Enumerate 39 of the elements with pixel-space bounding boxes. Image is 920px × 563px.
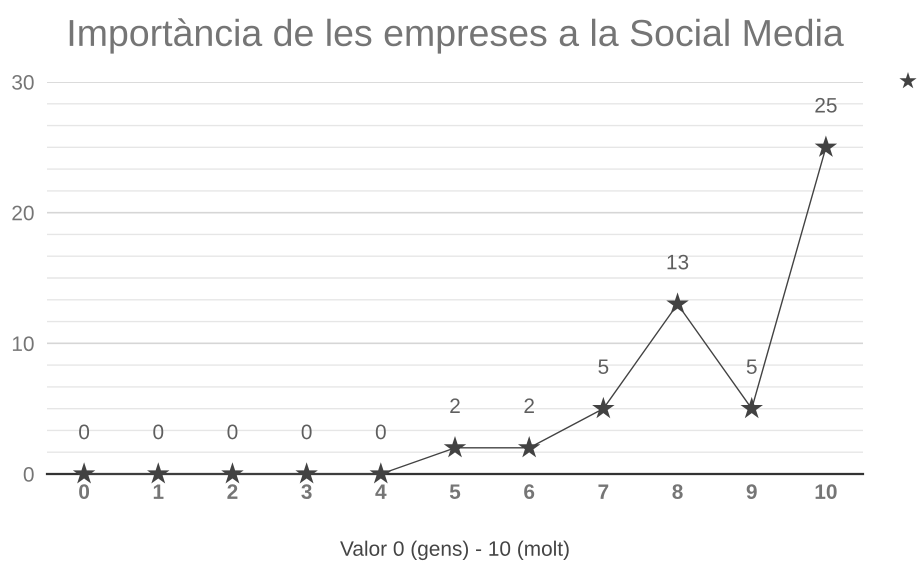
- x-tick-label: 4: [375, 484, 386, 499]
- data-label: 0: [153, 424, 164, 440]
- x-tick-label: 2: [227, 484, 238, 499]
- data-label: 2: [450, 398, 460, 413]
- point: [592, 396, 615, 418]
- point: [444, 436, 466, 458]
- point: [370, 462, 392, 484]
- data-label: 25: [815, 98, 837, 113]
- data-label: 0: [79, 424, 90, 440]
- data-label: 0: [302, 424, 312, 440]
- point: [221, 462, 244, 484]
- y-tick-label: 30: [12, 75, 34, 90]
- point: [666, 292, 689, 314]
- y-tick-label: 10: [12, 336, 34, 352]
- point: [295, 462, 318, 484]
- y-tick-label: 20: [12, 206, 34, 220]
- point: [72, 462, 96, 484]
- chart-title: Importància de les empreses a la Social Media: [70, 18, 844, 54]
- x-axis-title: Valor 0 (gens) - 10 (molt): [340, 540, 569, 560]
- point: [814, 136, 838, 157]
- data-label: 0: [227, 424, 238, 440]
- x-tick-label: 1: [154, 484, 164, 499]
- data-label: 2: [524, 398, 534, 413]
- x-tick-label: 3: [301, 484, 312, 500]
- x-tick-label: 0: [79, 484, 90, 500]
- point: [740, 396, 763, 418]
- y-tick-label: 0: [24, 467, 34, 482]
- data-label: 0: [376, 424, 386, 440]
- x-tick-label: 8: [672, 484, 683, 500]
- x-tick-label: 5: [450, 484, 460, 500]
- x-tick-label: 6: [524, 484, 534, 500]
- x-tick-label: 7: [598, 484, 608, 499]
- data-label: 5: [746, 359, 757, 374]
- x-tick-label: 9: [746, 484, 757, 500]
- data-label: 5: [598, 359, 608, 374]
- point: [518, 436, 540, 458]
- data-label: 13: [668, 254, 688, 270]
- point: [147, 462, 170, 484]
- x-tick-label: 10: [816, 484, 837, 500]
